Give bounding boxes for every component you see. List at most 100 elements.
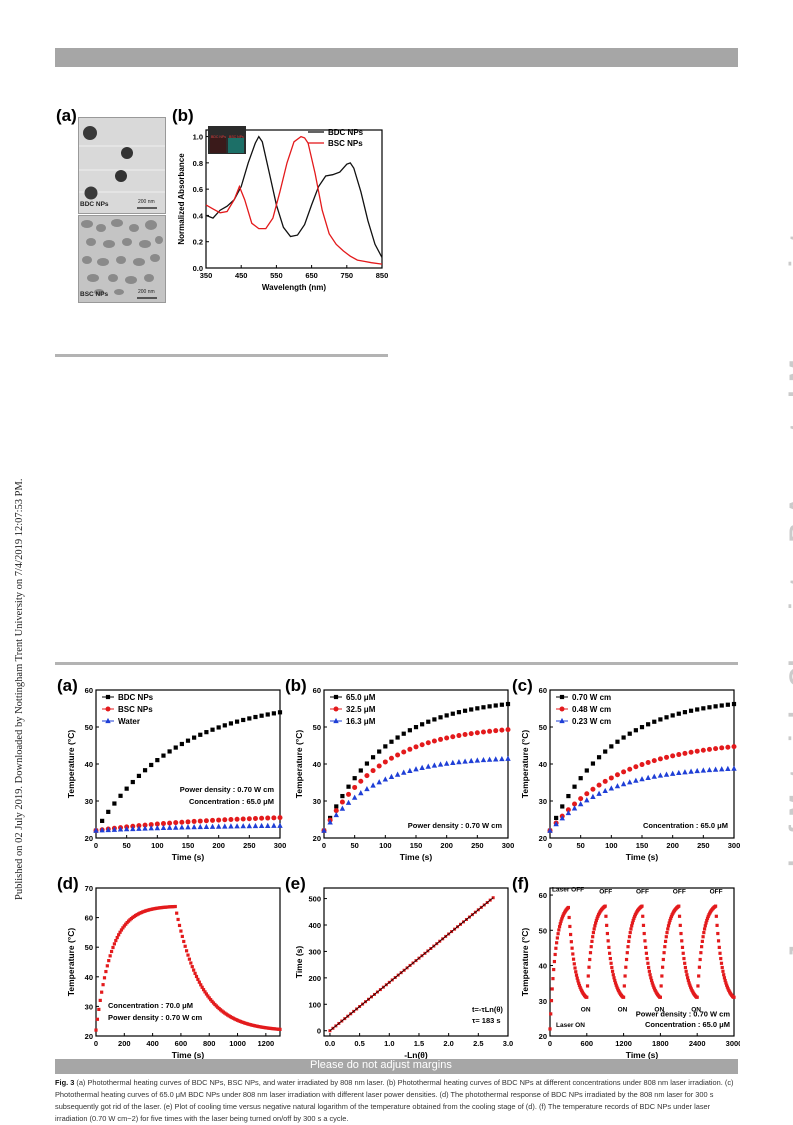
data-point bbox=[624, 965, 628, 969]
chart-heating-power: 0 50 100 150 200 250 300 20 30 40 50 60 Time (s) Temp… bbox=[520, 686, 740, 862]
data-point bbox=[437, 761, 444, 767]
data-point bbox=[154, 825, 161, 831]
data-point bbox=[719, 703, 724, 708]
data-point bbox=[719, 961, 724, 965]
data-point bbox=[258, 822, 265, 829]
data-point bbox=[686, 978, 690, 983]
data-point bbox=[179, 824, 185, 830]
data-point bbox=[706, 914, 710, 919]
data-point bbox=[643, 939, 647, 943]
data-point bbox=[687, 981, 691, 985]
data-point bbox=[97, 1007, 101, 1012]
data-point bbox=[652, 985, 656, 989]
y-tick-label: 20 bbox=[85, 834, 93, 843]
data-point bbox=[650, 981, 654, 985]
data-point bbox=[688, 708, 694, 713]
data-point bbox=[201, 988, 206, 992]
data-point bbox=[642, 931, 646, 936]
data-point bbox=[585, 995, 589, 999]
data-point bbox=[111, 945, 115, 950]
y-tick-label: 0 bbox=[317, 1027, 321, 1036]
data-point bbox=[615, 739, 620, 744]
data-point bbox=[677, 904, 681, 908]
data-point bbox=[608, 785, 615, 791]
data-point bbox=[666, 927, 670, 931]
caption-text: (a) Photothermal heating curves of BDC N… bbox=[55, 1078, 734, 1123]
x-tick-label: 0 bbox=[94, 1039, 98, 1048]
y-tick-label: 1.0 bbox=[193, 133, 203, 142]
y-tick-label: 50 bbox=[539, 926, 547, 935]
data-point bbox=[714, 904, 718, 908]
data-point bbox=[142, 768, 148, 773]
data-point bbox=[725, 702, 730, 707]
data-point bbox=[592, 927, 596, 931]
data-point bbox=[715, 923, 719, 927]
x-tick-label: 1000 bbox=[229, 1039, 246, 1048]
data-point bbox=[552, 959, 557, 964]
data-point bbox=[660, 974, 664, 978]
data-point bbox=[590, 939, 594, 943]
legend-marker bbox=[105, 717, 111, 724]
data-point bbox=[115, 935, 119, 940]
data-point bbox=[192, 735, 197, 740]
annotation: τ= 183 s bbox=[472, 1016, 501, 1025]
data-point bbox=[717, 945, 721, 950]
x-tick-label: 200 bbox=[118, 1039, 131, 1048]
data-point bbox=[265, 822, 271, 828]
data-point bbox=[246, 816, 252, 822]
data-point bbox=[576, 979, 580, 983]
data-point bbox=[615, 985, 619, 989]
data-point bbox=[607, 945, 611, 950]
data-point bbox=[644, 951, 649, 955]
panel-c-label: (c) bbox=[512, 676, 533, 695]
absorbance-line bbox=[205, 135, 383, 265]
data-point bbox=[590, 793, 596, 799]
data-point bbox=[700, 747, 706, 753]
y-tick-label: 0.2 bbox=[193, 238, 203, 247]
data-point bbox=[148, 822, 154, 828]
data-point bbox=[614, 983, 618, 987]
data-point bbox=[585, 984, 590, 988]
data-point bbox=[154, 821, 160, 827]
data-point bbox=[555, 941, 559, 945]
data-point bbox=[596, 782, 602, 788]
tem-bdc-label: BDC NPs bbox=[80, 201, 109, 208]
data-point bbox=[456, 759, 462, 765]
data-point bbox=[560, 804, 565, 809]
data-point bbox=[666, 924, 671, 928]
data-point bbox=[277, 815, 283, 821]
data-point bbox=[590, 761, 596, 766]
data-point bbox=[340, 793, 345, 799]
annotation: ON bbox=[618, 1006, 628, 1013]
annotation: OFF bbox=[710, 888, 723, 895]
data-point bbox=[670, 713, 675, 718]
data-point bbox=[641, 914, 645, 918]
data-point bbox=[683, 961, 687, 965]
data-point bbox=[578, 985, 582, 989]
data-point bbox=[683, 965, 688, 970]
data-point bbox=[177, 923, 182, 928]
y-tick-label: 20 bbox=[539, 834, 547, 843]
data-point bbox=[155, 758, 160, 763]
x-axis-label: Time (s) bbox=[626, 852, 659, 862]
data-point bbox=[108, 954, 112, 958]
data-point bbox=[191, 824, 197, 830]
data-point bbox=[668, 918, 672, 923]
data-point bbox=[661, 957, 665, 962]
data-point bbox=[706, 766, 713, 773]
data-point bbox=[99, 827, 105, 833]
legend-marker bbox=[333, 717, 339, 724]
data-point bbox=[681, 951, 685, 955]
y-tick-label: 40 bbox=[313, 760, 321, 769]
data-point bbox=[425, 740, 431, 746]
data-point bbox=[610, 965, 614, 970]
plot-frame bbox=[205, 129, 383, 269]
data-point bbox=[474, 730, 480, 736]
y-tick-label: 30 bbox=[539, 997, 547, 1006]
x-tick-label: 100 bbox=[379, 841, 392, 850]
data-point bbox=[678, 923, 682, 927]
data-point bbox=[566, 905, 570, 910]
data-point bbox=[732, 995, 736, 999]
data-point bbox=[602, 778, 608, 784]
data-point bbox=[713, 746, 719, 752]
